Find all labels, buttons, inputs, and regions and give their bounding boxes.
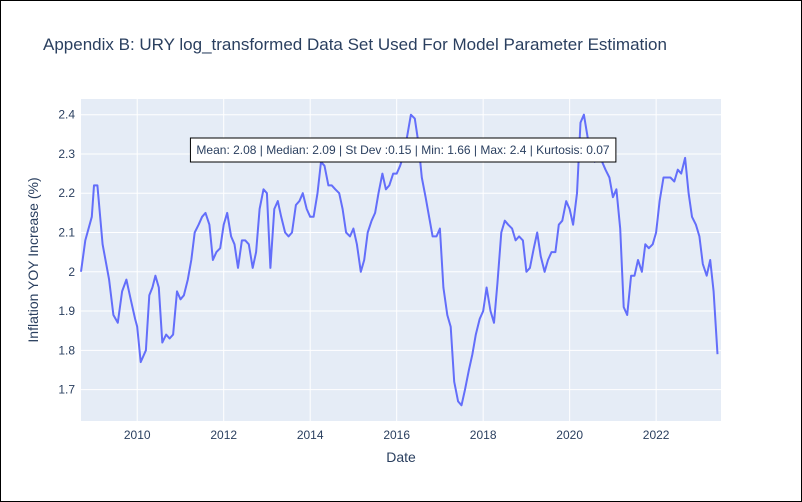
x-tick-label: 2014 [297,428,324,442]
x-tick-label: 2020 [556,428,583,442]
y-tick-label: 2.3 [58,147,75,161]
y-tick-label: 1.7 [58,383,75,397]
y-tick-label: 2.1 [58,226,75,240]
y-tick-label: 2.4 [58,108,75,122]
x-tick-label: 2022 [643,428,670,442]
y-tick-label: 2 [68,265,75,279]
chart-title: Appendix B: URY log_transformed Data Set… [43,35,667,54]
stats-annotation-text: Mean: 2.08 | Median: 2.09 | St Dev :0.15… [196,143,609,157]
x-tick-label: 2018 [470,428,497,442]
stats-annotation: Mean: 2.08 | Median: 2.09 | St Dev :0.15… [189,137,617,163]
x-axis-title: Date [386,449,416,465]
y-tick-label: 2.2 [58,186,75,200]
y-axis-title: Inflation YOY Increase (%) [25,177,41,342]
x-tick-label: 2012 [210,428,237,442]
y-tick-label: 1.9 [58,304,75,318]
y-tick-label: 1.8 [58,343,75,357]
x-tick-label: 2010 [124,428,151,442]
x-tick-label: 2016 [383,428,410,442]
